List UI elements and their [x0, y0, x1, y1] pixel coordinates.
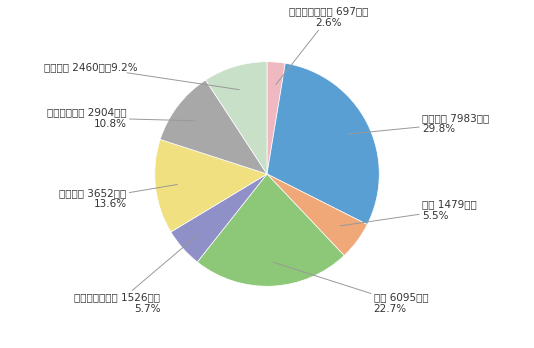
Text: 交通通信 3652元，
13.6%: 交通通信 3652元， 13.6%	[59, 184, 177, 209]
Wedge shape	[267, 62, 285, 174]
Text: 医疗保健 2460元，9.2%: 医疗保健 2460元，9.2%	[44, 62, 239, 90]
Text: 生活用品及服务 1526元，
5.7%: 生活用品及服务 1526元， 5.7%	[74, 234, 199, 314]
Wedge shape	[267, 174, 367, 255]
Wedge shape	[206, 62, 267, 174]
Text: 教育文化娱乐 2904元，
10.8%: 教育文化娱乐 2904元， 10.8%	[47, 107, 195, 129]
Wedge shape	[171, 174, 267, 262]
Text: 居住 6095元，
22.7%: 居住 6095元， 22.7%	[273, 262, 428, 314]
Wedge shape	[197, 174, 344, 286]
Wedge shape	[267, 63, 379, 224]
Text: 食品烟酒 7983元，
29.8%: 食品烟酒 7983元， 29.8%	[348, 113, 489, 134]
Text: 衣着 1479元，
5.5%: 衣着 1479元， 5.5%	[340, 199, 477, 226]
Text: 其他用品及服务 697元，
2.6%: 其他用品及服务 697元， 2.6%	[276, 7, 368, 85]
Wedge shape	[155, 140, 267, 232]
Wedge shape	[160, 80, 267, 174]
